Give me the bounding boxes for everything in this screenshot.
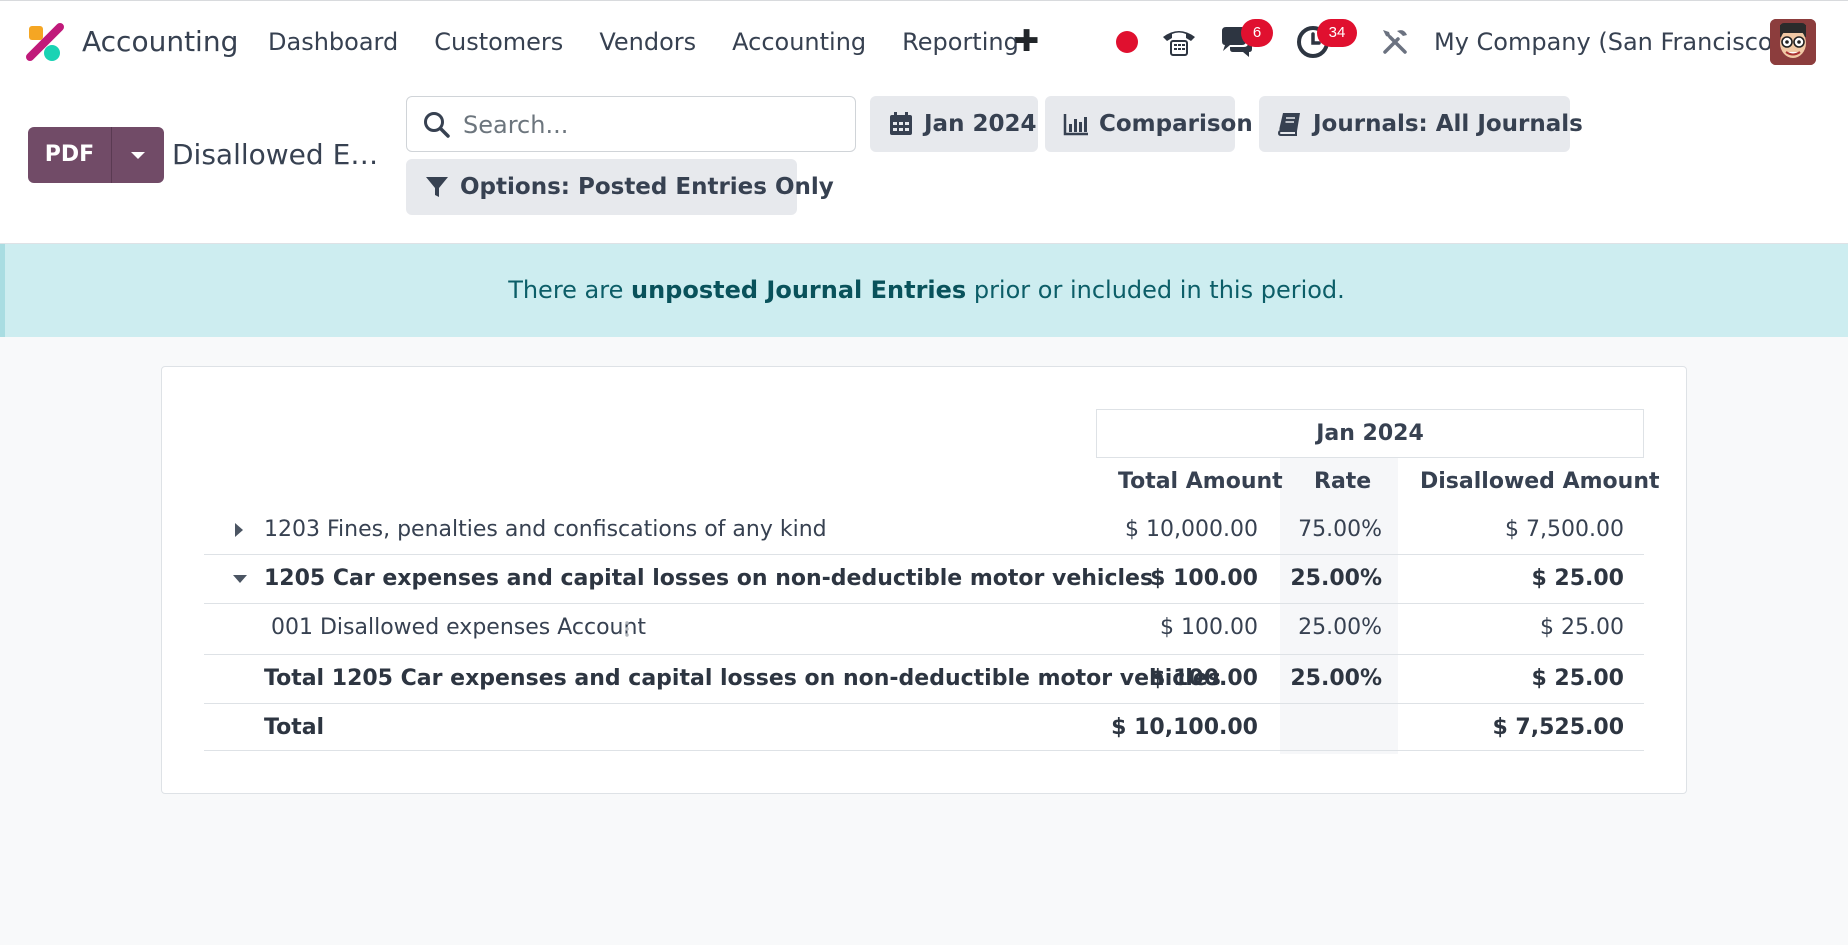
menu-vendors[interactable]: Vendors — [599, 28, 697, 56]
control-panel: PDF Disallowed E… Jan 2024 Comparis — [0, 82, 1848, 244]
report-row: Total 1205 Car expenses and capital loss… — [204, 654, 1644, 702]
journals-filter-label: Journals: All Journals — [1313, 111, 1583, 137]
row-rate: 25.00% — [1298, 615, 1382, 640]
plus-icon[interactable]: ✚ — [1014, 24, 1040, 59]
comparison-button[interactable]: Comparison — [1045, 96, 1253, 152]
period-header: Jan 2024 — [1096, 409, 1644, 458]
row-disallowed: $ 7,500.00 — [1505, 517, 1624, 542]
col-rate: Rate — [1314, 469, 1372, 494]
date-filter-button[interactable]: Jan 2024 — [870, 96, 1038, 152]
row-total: $ 10,000.00 — [1125, 517, 1258, 542]
report-card: Jan 2024 Total Amount Rate Disallowed Am… — [161, 366, 1687, 794]
row-total: $ 10,100.00 — [1111, 715, 1258, 740]
activities-badge: 34 — [1317, 19, 1357, 47]
menu-reporting[interactable]: Reporting — [902, 28, 1019, 56]
phone-icon[interactable] — [1160, 23, 1198, 61]
bar-chart-icon — [1063, 114, 1088, 136]
row-label: 1205 Car expenses and capital losses on … — [264, 566, 1154, 591]
alert-suffix: prior or included in this period. — [966, 276, 1345, 304]
report-title: Disallowed E… — [172, 138, 379, 171]
pdf-button-group: PDF — [28, 127, 164, 183]
options-filter-label: Options: Posted Entries Only — [460, 174, 834, 200]
menu-customers[interactable]: Customers — [434, 28, 564, 56]
filter-icon — [426, 177, 448, 197]
row-label: Total — [264, 715, 325, 740]
row-total: $ 100.00 — [1150, 666, 1258, 691]
date-filter-label: Jan 2024 — [924, 111, 1037, 137]
company-switcher[interactable]: My Company (San Francisco) — [1434, 28, 1782, 56]
caret-right-icon[interactable] — [235, 523, 243, 537]
calendar-icon — [890, 112, 912, 135]
row-rate: 75.00% — [1298, 517, 1382, 542]
row-disallowed: $ 25.00 — [1531, 566, 1624, 591]
user-avatar[interactable] — [1770, 19, 1816, 65]
app-name[interactable]: Accounting — [82, 25, 239, 58]
row-label: 1203 Fines, penalties and confiscations … — [264, 517, 827, 542]
journals-filter-button[interactable]: Journals: All Journals — [1259, 96, 1583, 152]
pdf-button[interactable]: PDF — [28, 127, 112, 183]
top-navbar: Accounting Dashboard Customers Vendors A… — [0, 0, 1848, 82]
unposted-entries-link[interactable]: unposted Journal Entries — [631, 276, 967, 304]
row-rate: 25.00% — [1290, 566, 1382, 591]
row-label: 001 Disallowed expenses Account — [271, 615, 647, 640]
alert-prefix: There are — [508, 276, 631, 304]
row-disallowed: $ 25.00 — [1540, 615, 1624, 640]
row-disallowed: $ 25.00 — [1531, 666, 1624, 691]
kebab-menu-icon[interactable] — [624, 620, 630, 638]
search-input[interactable] — [463, 107, 843, 143]
recording-icon[interactable] — [1116, 31, 1138, 53]
tools-icon[interactable] — [1380, 27, 1410, 57]
app-logo-icon[interactable] — [26, 23, 66, 63]
row-rate: 25.00% — [1290, 666, 1382, 691]
main-menu: Dashboard Customers Vendors Accounting R… — [268, 23, 1037, 61]
report-row[interactable]: 1205 Car expenses and capital losses on … — [204, 554, 1644, 602]
col-disallowed-amount: Disallowed Amount — [1420, 469, 1660, 494]
report-row[interactable]: 1203 Fines, penalties and confiscations … — [204, 506, 1644, 554]
col-total-amount: Total Amount — [1118, 469, 1283, 494]
menu-accounting[interactable]: Accounting — [732, 28, 867, 56]
options-filter-button[interactable]: Options: Posted Entries Only — [406, 159, 834, 215]
row-disallowed: $ 7,525.00 — [1492, 715, 1624, 740]
row-total: $ 100.00 — [1150, 566, 1258, 591]
messages-badge: 6 — [1241, 19, 1273, 47]
row-label: Total 1205 Car expenses and capital loss… — [264, 666, 1221, 691]
caret-down-icon[interactable] — [233, 575, 247, 583]
unposted-entries-alert: There are unposted Journal Entries prior… — [0, 244, 1848, 337]
caret-down-icon — [131, 151, 145, 159]
pdf-dropdown-toggle[interactable] — [112, 127, 164, 183]
search-icon — [424, 112, 450, 138]
menu-dashboard[interactable]: Dashboard — [268, 28, 399, 56]
report-total-row: Total $ 10,100.00 $ 7,525.00 — [204, 703, 1644, 751]
rate-column-highlight — [1280, 458, 1398, 754]
book-icon — [1277, 113, 1300, 136]
report-row[interactable]: 001 Disallowed expenses Account $ 100.00… — [204, 603, 1644, 651]
messages-icon[interactable] — [1218, 25, 1254, 59]
search-box[interactable] — [406, 96, 856, 152]
comparison-label: Comparison — [1099, 111, 1253, 137]
row-total: $ 100.00 — [1160, 615, 1258, 640]
